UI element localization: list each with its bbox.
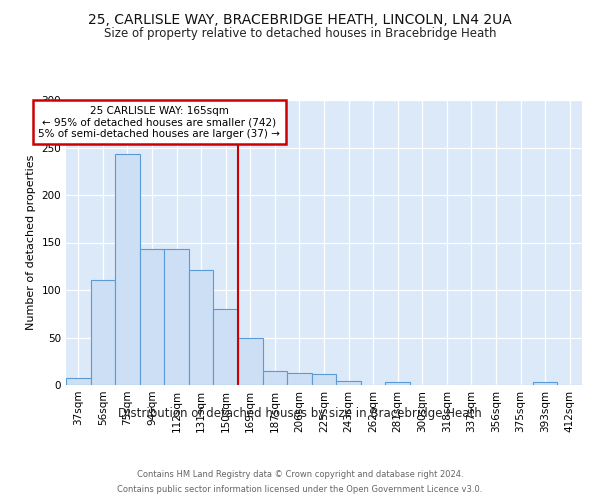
Bar — [66, 378, 91, 385]
Bar — [115, 154, 140, 385]
Text: Contains HM Land Registry data © Crown copyright and database right 2024.: Contains HM Land Registry data © Crown c… — [137, 470, 463, 479]
Bar — [214, 309, 238, 385]
Text: Distribution of detached houses by size in Bracebridge Heath: Distribution of detached houses by size … — [118, 408, 482, 420]
Bar — [238, 338, 263, 385]
Bar — [189, 270, 214, 385]
Bar — [287, 372, 312, 385]
Text: Contains public sector information licensed under the Open Government Licence v3: Contains public sector information licen… — [118, 485, 482, 494]
Bar — [336, 381, 361, 385]
Text: 25, CARLISLE WAY, BRACEBRIDGE HEATH, LINCOLN, LN4 2UA: 25, CARLISLE WAY, BRACEBRIDGE HEATH, LIN… — [88, 12, 512, 26]
Bar — [385, 382, 410, 385]
Text: Size of property relative to detached houses in Bracebridge Heath: Size of property relative to detached ho… — [104, 28, 496, 40]
Bar — [91, 280, 115, 385]
Y-axis label: Number of detached properties: Number of detached properties — [26, 155, 36, 330]
Bar — [533, 382, 557, 385]
Bar — [140, 249, 164, 385]
Bar — [263, 371, 287, 385]
Bar — [164, 249, 189, 385]
Bar — [312, 374, 336, 385]
Text: 25 CARLISLE WAY: 165sqm
← 95% of detached houses are smaller (742)
5% of semi-de: 25 CARLISLE WAY: 165sqm ← 95% of detache… — [38, 106, 280, 139]
